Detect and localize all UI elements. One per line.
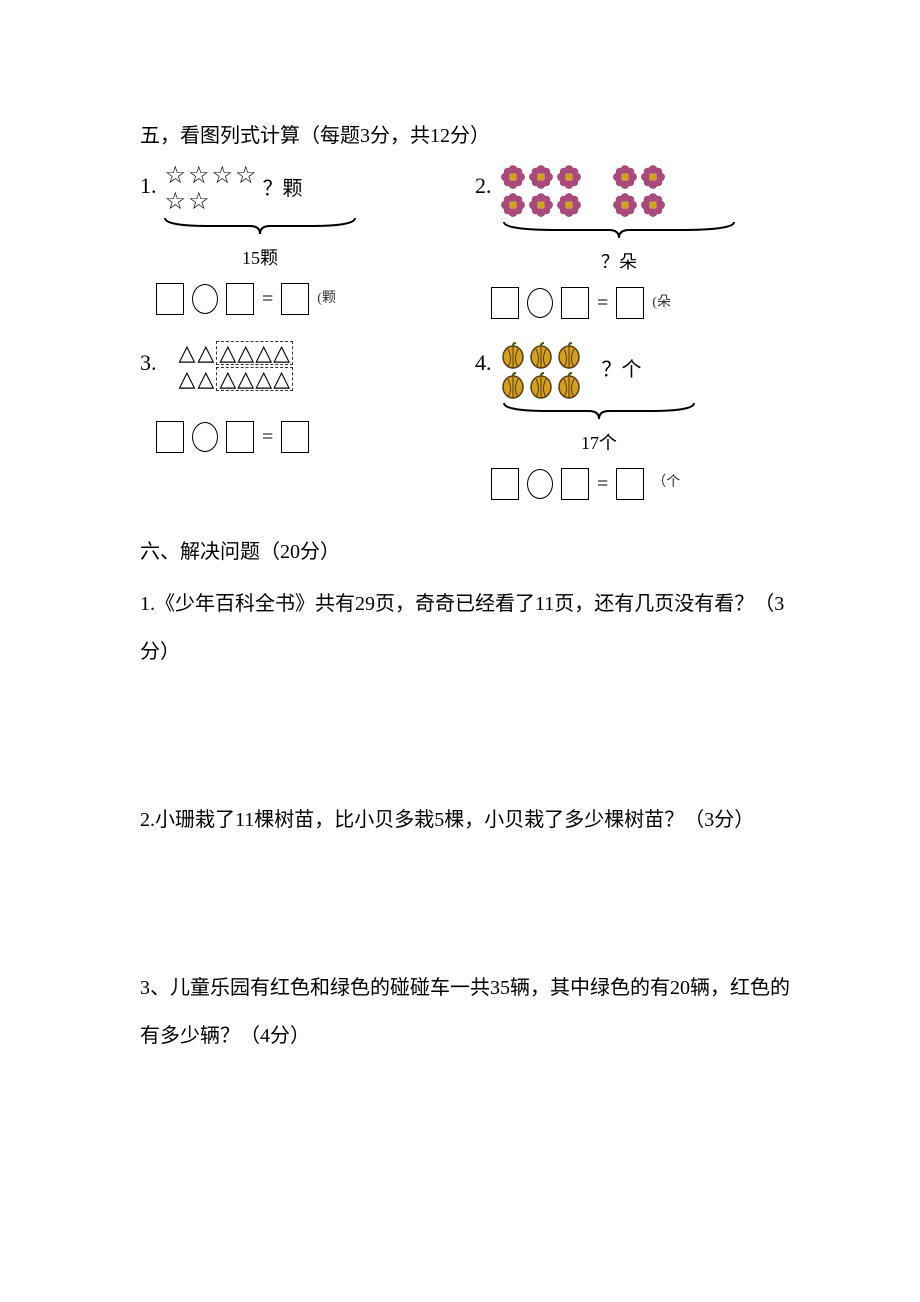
equation-4: = （个	[491, 468, 790, 500]
triangles-area: △ △ △ △ △ △ △ △ △ △ △ △	[179, 341, 294, 391]
triangle-icon: △	[219, 342, 236, 364]
eq-box[interactable]	[281, 421, 309, 453]
prob-4-num: 4.	[475, 341, 492, 380]
q-label-4: ？个	[602, 354, 642, 386]
triangle-icon: △	[197, 342, 214, 364]
eq-box[interactable]	[281, 283, 309, 315]
word-problem-2: 2.小珊栽了11棵树苗，比小贝多栽5棵，小贝栽了多少棵树苗？（3分）	[140, 796, 790, 844]
star-icon: ☆	[212, 164, 234, 188]
equals-sign: =	[597, 287, 608, 319]
equation-2: = (朵	[491, 287, 790, 319]
section-6: 六、解决问题（20分） 1.《少年百科全书》共有29页，奇奇已经看了11页，还有…	[140, 536, 790, 1060]
flower-icon	[612, 192, 638, 218]
eq-box[interactable]	[156, 421, 184, 453]
flower-icon	[528, 164, 554, 190]
eq-unit-1: (颗	[317, 288, 336, 310]
section-6-title: 六、解决问题（20分）	[140, 536, 790, 568]
eq-box[interactable]	[226, 421, 254, 453]
star-icon: ☆	[235, 164, 257, 188]
section-5-title: 五，看图列式计算（每题3分，共12分）	[140, 120, 790, 152]
problem-4: 4. ？个 17个	[475, 341, 790, 500]
brace-icon	[499, 220, 739, 240]
triangle-icon: △	[179, 342, 196, 364]
triangle-icon: △	[197, 368, 214, 390]
problems-grid: 1. ☆ ☆ ☆ ☆ ☆ ☆ ？颗	[140, 164, 790, 500]
q-label-1: ？颗	[263, 173, 303, 205]
triangle-icon: △	[273, 342, 290, 364]
eq-box[interactable]	[561, 287, 589, 319]
equals-sign: =	[262, 421, 273, 453]
triangle-icon: △	[255, 342, 272, 364]
star-icon: ☆	[188, 164, 210, 188]
equals-sign: =	[262, 283, 273, 315]
triangle-icon: △	[237, 342, 254, 364]
eq-unit-2: (朵	[652, 292, 671, 314]
star-icon: ☆	[165, 190, 187, 214]
melon-icon	[556, 341, 582, 369]
flower-icon	[640, 164, 666, 190]
star-icon: ☆	[165, 164, 187, 188]
flower-icon	[640, 192, 666, 218]
word-problem-3: 3、儿童乐园有红色和绿色的碰碰车一共35辆，其中绿色的有20辆，红色的有多少辆？…	[140, 964, 790, 1060]
brace-label-4: 17个	[499, 429, 699, 458]
eq-circle[interactable]	[527, 288, 553, 318]
flowers-left	[500, 164, 582, 218]
triangle-icon: △	[179, 368, 196, 390]
melon-icon	[528, 371, 554, 399]
triangle-icon: △	[255, 368, 272, 390]
melon-icon	[528, 341, 554, 369]
word-problem-1: 1.《少年百科全书》共有29页，奇奇已经看了11页，还有几页没有看？（3分）	[140, 580, 790, 676]
eq-circle[interactable]	[192, 422, 218, 452]
flower-icon	[612, 164, 638, 190]
melon-icon	[556, 371, 582, 399]
flower-icon	[556, 164, 582, 190]
equation-1: = (颗	[156, 283, 455, 315]
melons-area	[500, 341, 582, 399]
dashed-box: △ △ △ △	[216, 341, 293, 365]
prob-1-num: 1.	[140, 164, 157, 203]
equation-3: =	[156, 421, 455, 453]
equals-sign: =	[597, 468, 608, 500]
eq-box[interactable]	[491, 468, 519, 500]
melon-icon	[500, 371, 526, 399]
brace-icon	[160, 216, 360, 236]
eq-circle[interactable]	[527, 469, 553, 499]
brace-icon	[499, 401, 699, 421]
problem-3: 3. △ △ △ △ △ △ △ △ △	[140, 341, 455, 500]
eq-box[interactable]	[616, 287, 644, 319]
triangle-icon: △	[273, 368, 290, 390]
prob-3-num: 3.	[140, 341, 157, 380]
brace-label-2: ？朵	[499, 248, 739, 277]
eq-box[interactable]	[491, 287, 519, 319]
flower-icon	[500, 192, 526, 218]
flowers-right	[612, 164, 666, 218]
eq-box[interactable]	[616, 468, 644, 500]
star-icon: ☆	[188, 190, 210, 214]
flower-icon	[500, 164, 526, 190]
eq-unit-4: （个	[652, 472, 680, 494]
flower-icon	[556, 192, 582, 218]
eq-box[interactable]	[561, 468, 589, 500]
eq-circle[interactable]	[192, 284, 218, 314]
flower-icon	[528, 192, 554, 218]
prob-2-num: 2.	[475, 164, 492, 203]
triangle-icon: △	[219, 368, 236, 390]
brace-label-1: 15颗	[160, 244, 360, 273]
eq-box[interactable]	[156, 283, 184, 315]
problem-1: 1. ☆ ☆ ☆ ☆ ☆ ☆ ？颗	[140, 164, 455, 319]
melon-icon	[500, 341, 526, 369]
problem-2: 2.	[475, 164, 790, 319]
triangle-icon: △	[237, 368, 254, 390]
eq-box[interactable]	[226, 283, 254, 315]
dashed-box: △ △ △ △	[216, 367, 293, 391]
stars-area: ☆ ☆ ☆ ☆ ☆ ☆	[165, 164, 257, 214]
